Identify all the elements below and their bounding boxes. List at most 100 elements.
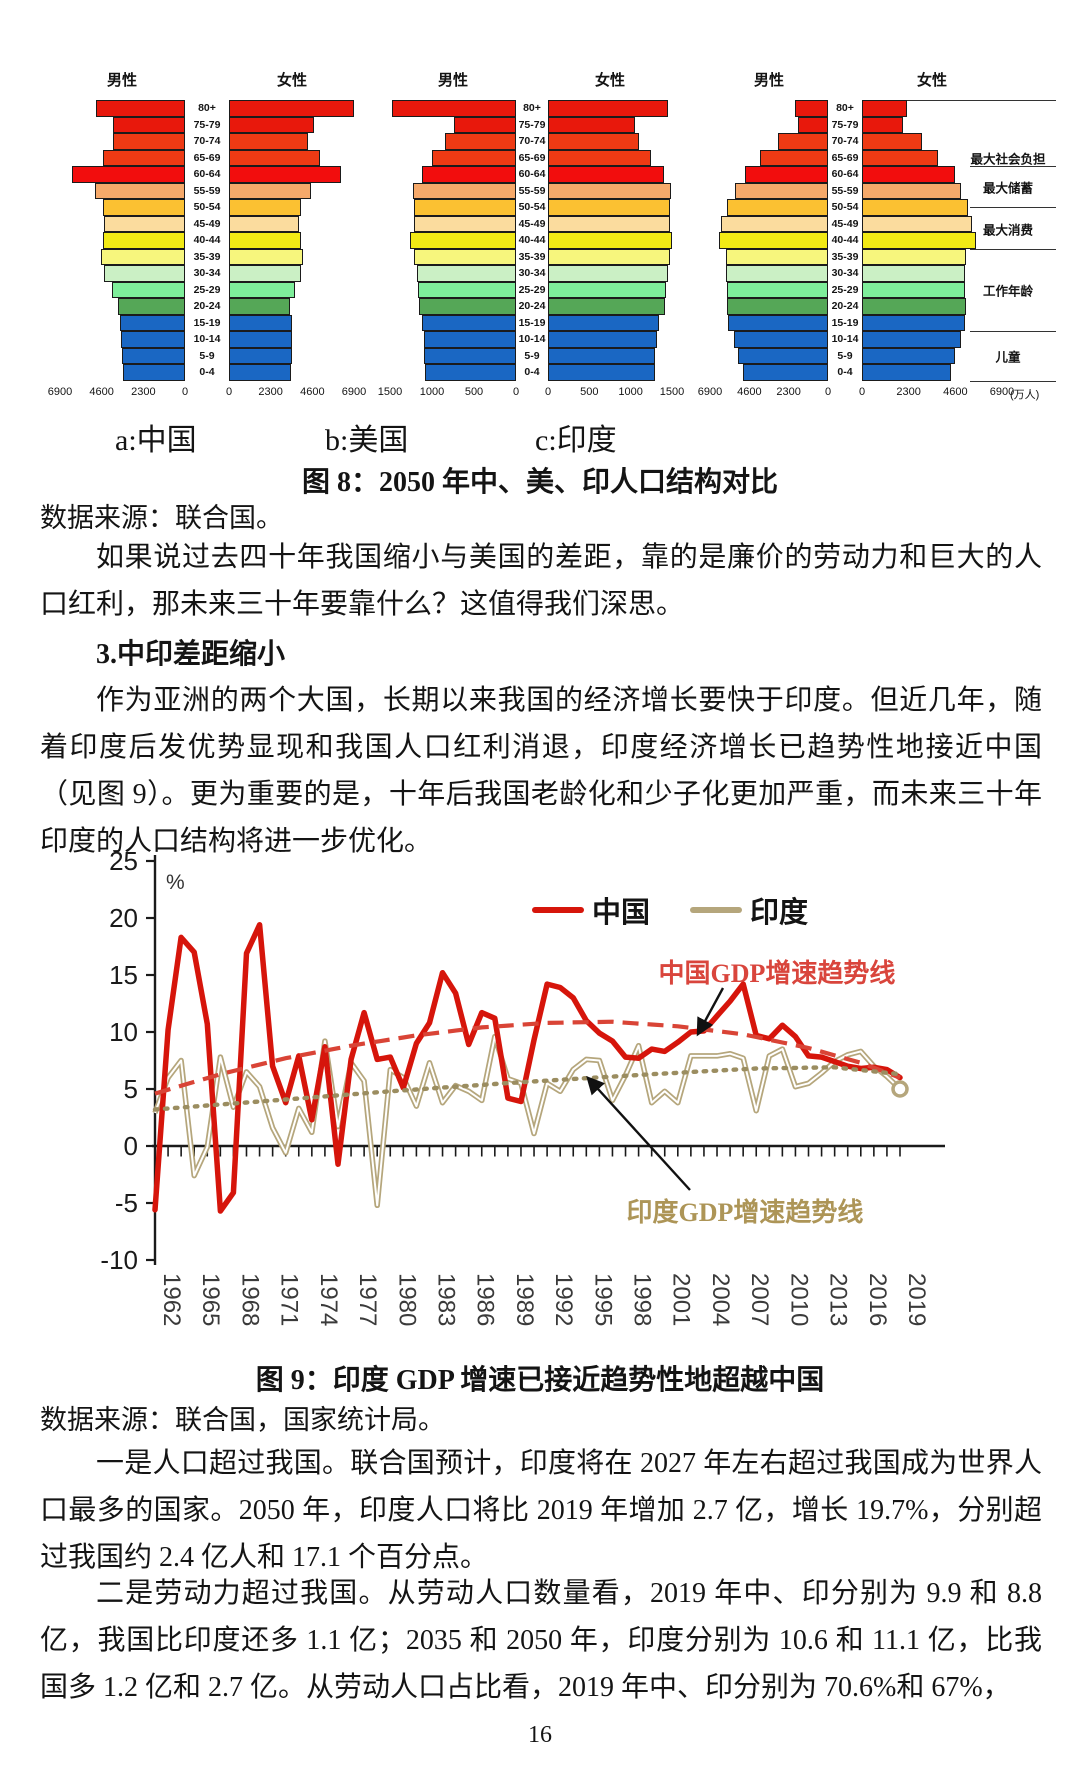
axis-tick: 2300 xyxy=(776,385,801,398)
pyramid-row: 50-54 xyxy=(390,199,672,216)
female-bar xyxy=(862,298,967,315)
pyramid-row: 10-14 xyxy=(60,331,354,348)
age-label: 50-54 xyxy=(831,201,859,213)
china-trend-line xyxy=(154,1019,901,1096)
female-bar xyxy=(862,182,961,199)
svg-text:1971: 1971 xyxy=(276,1273,303,1326)
svg-text:1989: 1989 xyxy=(511,1273,538,1326)
pyramid-row: 15-19 xyxy=(710,314,1002,331)
male-bar xyxy=(760,149,828,166)
male-bar xyxy=(735,182,828,199)
male-bar xyxy=(733,331,828,348)
female-half xyxy=(548,100,672,117)
female-bar xyxy=(229,199,302,216)
pyramid-row: 60-64 xyxy=(710,166,1002,183)
legend-china: 中国 xyxy=(532,889,650,931)
age-label: 75-79 xyxy=(193,118,221,131)
age-label: 80+ xyxy=(198,102,216,114)
svg-text:25: 25 xyxy=(109,846,138,876)
male-bar xyxy=(120,314,185,331)
annotation-separator-line xyxy=(874,100,1056,101)
male-half xyxy=(710,281,828,298)
female-half xyxy=(862,232,1002,249)
male-bar xyxy=(725,265,828,282)
pyramid-china: 男性 女性 80+ 75-79 70-74 65-69 60-64 55-59 50-54 4… xyxy=(48,55,366,403)
chart-legend: 中国 印度 xyxy=(532,889,808,931)
male-half xyxy=(390,248,516,265)
pyramid-row: 10-14 xyxy=(710,331,1002,348)
female-bar xyxy=(229,265,302,282)
male-bar xyxy=(412,182,516,199)
pyramid-row: 50-54 xyxy=(710,199,1002,216)
legend-india: 印度 xyxy=(690,889,808,931)
svg-text:1980: 1980 xyxy=(393,1273,420,1326)
male-bar xyxy=(117,298,185,315)
paragraph-2: 作为亚洲的两个大国，长期以来我国的经济增长要快于印度。但近几年，随着印度后发优势… xyxy=(40,685,1042,857)
male-bar xyxy=(421,166,516,183)
x-axis: 1962 1965 1968 1971 1974 1977 1980 1983 1986 1989… xyxy=(152,1144,945,1326)
age-label: 75-79 xyxy=(518,118,546,131)
pyramid-row: 5-9 xyxy=(60,347,354,364)
svg-text:20: 20 xyxy=(109,903,138,933)
male-half xyxy=(60,182,185,199)
pyramid-row: 15-19 xyxy=(390,314,672,331)
svg-text:2010: 2010 xyxy=(785,1273,812,1326)
pyramid-row: 40-44 xyxy=(710,232,1002,249)
svg-text:2016: 2016 xyxy=(864,1273,891,1326)
female-bar xyxy=(229,314,292,331)
female-bar xyxy=(229,215,299,232)
pyramid-bars: 80+ 75-79 70-74 65-69 60-64 55-59 50-54 45-49 40… xyxy=(390,100,672,381)
pyramid-row: 70-74 xyxy=(710,133,1002,150)
female-bar xyxy=(229,166,342,183)
axis-tick: 0 xyxy=(512,385,520,398)
age-label: 25-29 xyxy=(193,283,221,296)
age-label: 0-4 xyxy=(199,366,215,378)
annotation-separator-line xyxy=(970,331,1056,332)
male-bar xyxy=(104,265,185,282)
male-bar xyxy=(103,149,185,166)
male-bar xyxy=(121,331,185,348)
male-bar xyxy=(432,149,516,166)
annotation-label: 最大储蓄 xyxy=(982,181,1033,196)
female-label: 女性 xyxy=(916,73,948,89)
age-label: 25-29 xyxy=(831,283,859,296)
female-bar xyxy=(548,149,652,166)
gender-labels: 男性 女性 xyxy=(710,55,1002,100)
female-half xyxy=(862,182,1002,199)
male-bar xyxy=(417,281,516,298)
annotation-separator-line xyxy=(970,207,1056,209)
male-half xyxy=(390,100,516,117)
female-bar xyxy=(548,182,672,199)
china-line-swatch xyxy=(532,907,584,913)
axis-tick: 4600 xyxy=(737,385,762,398)
female-half xyxy=(548,281,672,298)
male-half xyxy=(60,199,185,216)
male-half xyxy=(390,116,516,133)
india-trend-annotation: 印度GDP增速趋势线 xyxy=(626,1198,864,1227)
pyramid-row: 30-34 xyxy=(60,265,354,282)
svg-text:1965: 1965 xyxy=(197,1273,224,1326)
svg-text:1983: 1983 xyxy=(432,1273,459,1326)
male-bar xyxy=(425,364,516,381)
female-half xyxy=(548,166,672,183)
pyramid-row: 5-9 xyxy=(710,347,1002,364)
figure9-source: 数据来源：联合国，国家统计局。 xyxy=(40,1405,445,1435)
pyramid-bars: 80+ 75-79 70-74 65-69 60-64 55-59 50-54 45-49 40… xyxy=(710,100,1002,381)
female-bar xyxy=(862,199,969,216)
male-bar xyxy=(104,215,185,232)
male-bar xyxy=(122,347,185,364)
female-bar xyxy=(862,248,967,265)
age-label: 80+ xyxy=(836,102,854,114)
female-bar xyxy=(548,331,658,348)
male-label: 男性 xyxy=(106,73,138,89)
y-axis: 25 20 15 10 5 0 -5 -10% xyxy=(100,846,184,1275)
india-gdp-line xyxy=(152,1033,902,1209)
pyramid-row: 80+ xyxy=(710,100,1002,117)
pyramid-row: 40-44 xyxy=(390,232,672,249)
female-half xyxy=(229,298,354,315)
male-bar xyxy=(798,116,828,133)
pyramid-usa: 男性 女性 80+ 75-79 70-74 65-69 60-64 55-59 50-54 4… xyxy=(378,55,684,403)
male-half xyxy=(390,298,516,315)
female-bar xyxy=(229,100,354,117)
age-label: 10-14 xyxy=(193,333,221,345)
